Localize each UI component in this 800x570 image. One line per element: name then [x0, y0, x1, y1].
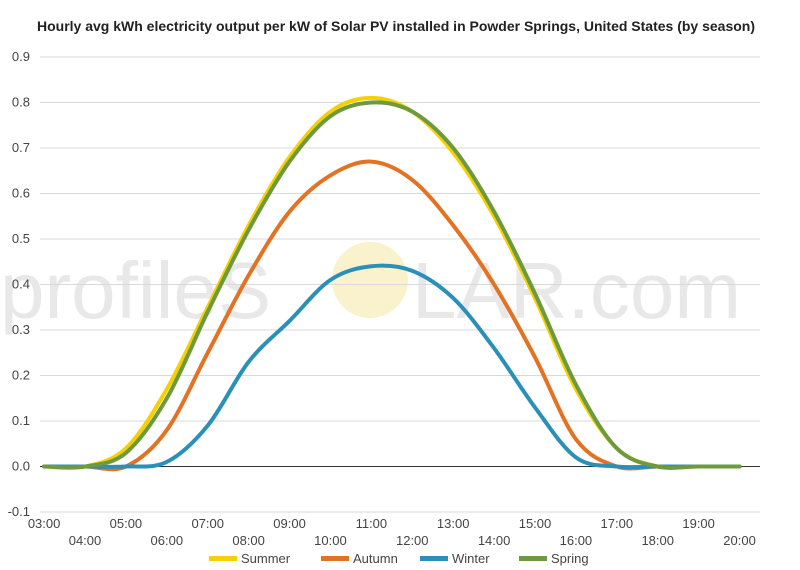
x-tick-label: 20:00 — [723, 533, 756, 548]
x-tick-label: 04:00 — [69, 533, 102, 548]
x-tick-label: 09:00 — [273, 516, 306, 531]
x-tick-label: 06:00 — [151, 533, 184, 548]
y-tick-label: -0.1 — [8, 504, 30, 519]
x-tick-label: 13:00 — [437, 516, 470, 531]
x-tick-label: 16:00 — [560, 533, 593, 548]
y-tick-label: 0.5 — [12, 231, 30, 246]
legend-swatch-spring — [519, 556, 547, 561]
x-tick-label: 03:00 — [28, 516, 61, 531]
x-tick-label: 05:00 — [110, 516, 143, 531]
y-tick-label: 0.9 — [12, 49, 30, 64]
x-tick-label: 19:00 — [682, 516, 715, 531]
y-tick-label: 0.3 — [12, 322, 30, 337]
x-tick-label: 11:00 — [356, 516, 388, 531]
x-tick-label: 12:00 — [396, 533, 429, 548]
chart-title: Hourly avg kWh electricity output per kW… — [37, 18, 756, 34]
legend-label-summer: Summer — [241, 551, 291, 566]
legend-swatch-summer — [209, 556, 237, 561]
watermark-text-right: LAR.com — [412, 246, 741, 335]
legend-label-winter: Winter — [452, 551, 490, 566]
x-tick-label: 08:00 — [232, 533, 265, 548]
y-tick-label: 0.1 — [12, 413, 30, 428]
x-tick-label: 14:00 — [478, 533, 511, 548]
y-tick-label: 0.4 — [12, 277, 30, 292]
y-tick-label: 0.2 — [12, 368, 30, 383]
legend-swatch-autumn — [321, 556, 349, 561]
legend-label-autumn: Autumn — [353, 551, 398, 566]
series-line-winter — [42, 263, 742, 470]
y-tick-label: 0.7 — [12, 140, 30, 155]
watermark-sun-icon — [332, 242, 408, 318]
x-tick-label: 10:00 — [314, 533, 347, 548]
series-line-spring — [42, 100, 742, 470]
legend-swatch-winter — [420, 556, 448, 561]
x-tick-label: 18:00 — [641, 533, 674, 548]
y-tick-label: 0.6 — [12, 186, 30, 201]
x-tick-label: 17:00 — [601, 516, 634, 531]
x-tick-label: 07:00 — [191, 516, 224, 531]
y-tick-label: 0.0 — [12, 459, 30, 474]
legend-label-spring: Spring — [551, 551, 589, 566]
x-tick-label: 15:00 — [519, 516, 552, 531]
y-tick-label: 0.8 — [12, 95, 30, 110]
